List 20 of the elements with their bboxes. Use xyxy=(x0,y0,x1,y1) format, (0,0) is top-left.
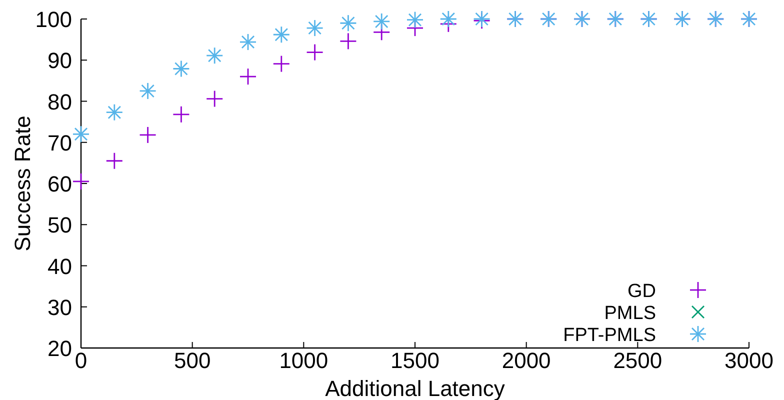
legend-label: PMLS xyxy=(604,303,656,324)
x-tick-label: 0 xyxy=(74,348,88,373)
y-tick-label: 50 xyxy=(48,212,72,238)
y-tick-label: 100 xyxy=(35,7,72,32)
x-tick-label: 1000 xyxy=(279,348,328,373)
y-tick-label: 40 xyxy=(48,254,72,279)
x-tick-label: 500 xyxy=(174,348,211,373)
y-tick-label: 90 xyxy=(48,48,72,74)
y-tick-label: 30 xyxy=(48,294,72,320)
x-tick-label: 1500 xyxy=(390,348,440,373)
x-tick-label: 3000 xyxy=(724,348,774,373)
y-tick-label: 20 xyxy=(48,336,72,361)
y-tick-label: 60 xyxy=(48,172,72,196)
legend-label: GD xyxy=(628,281,656,302)
legend-label: FPT-PMLS xyxy=(563,325,656,346)
y-axis-title: Success Rate xyxy=(10,116,35,252)
y-tick-label: 80 xyxy=(48,89,72,114)
x-tick-label: 2500 xyxy=(613,348,662,373)
x-tick-label: 2000 xyxy=(502,348,551,373)
y-tick-label: 70 xyxy=(48,130,72,156)
